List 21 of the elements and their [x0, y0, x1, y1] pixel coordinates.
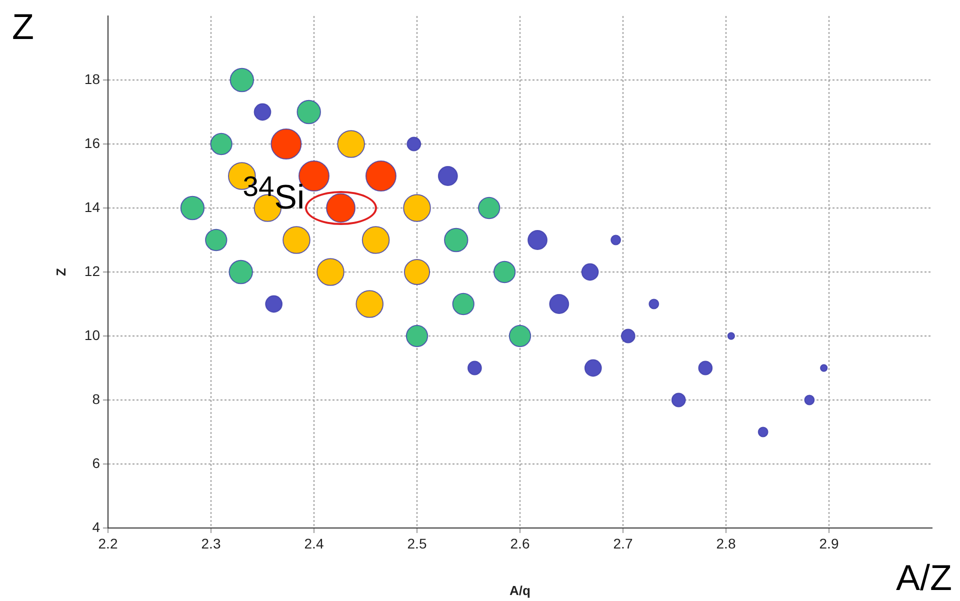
x-tick-label: 2.2	[98, 535, 118, 552]
y-tick-label: 12	[84, 262, 100, 279]
x-tick-label: 2.3	[201, 535, 221, 552]
annotation: $^{34}$Si	[242, 171, 305, 218]
y-tick-label: 16	[84, 134, 100, 151]
x-tick-label: 2.7	[613, 535, 633, 552]
y-axis-title: Z	[53, 268, 68, 276]
y-tick-label: 8	[92, 390, 100, 407]
y-tick-label: 10	[84, 326, 100, 343]
y-tick-label: 14	[84, 198, 100, 215]
x-tick-label: 2.5	[407, 535, 427, 552]
text: A/Z	[896, 557, 952, 599]
y-tick-label: 18	[84, 70, 100, 87]
y-tick-label: 4	[92, 518, 100, 535]
y-tick-label: 6	[92, 454, 100, 471]
x-tick-label: 2.8	[716, 535, 736, 552]
x-tick-label: 2.4	[304, 535, 324, 552]
text: Z	[12, 6, 34, 48]
x-tick-label: 2.6	[510, 535, 530, 552]
x-tick-label: 2.9	[819, 535, 839, 552]
x-axis-title: A/q	[510, 582, 531, 598]
